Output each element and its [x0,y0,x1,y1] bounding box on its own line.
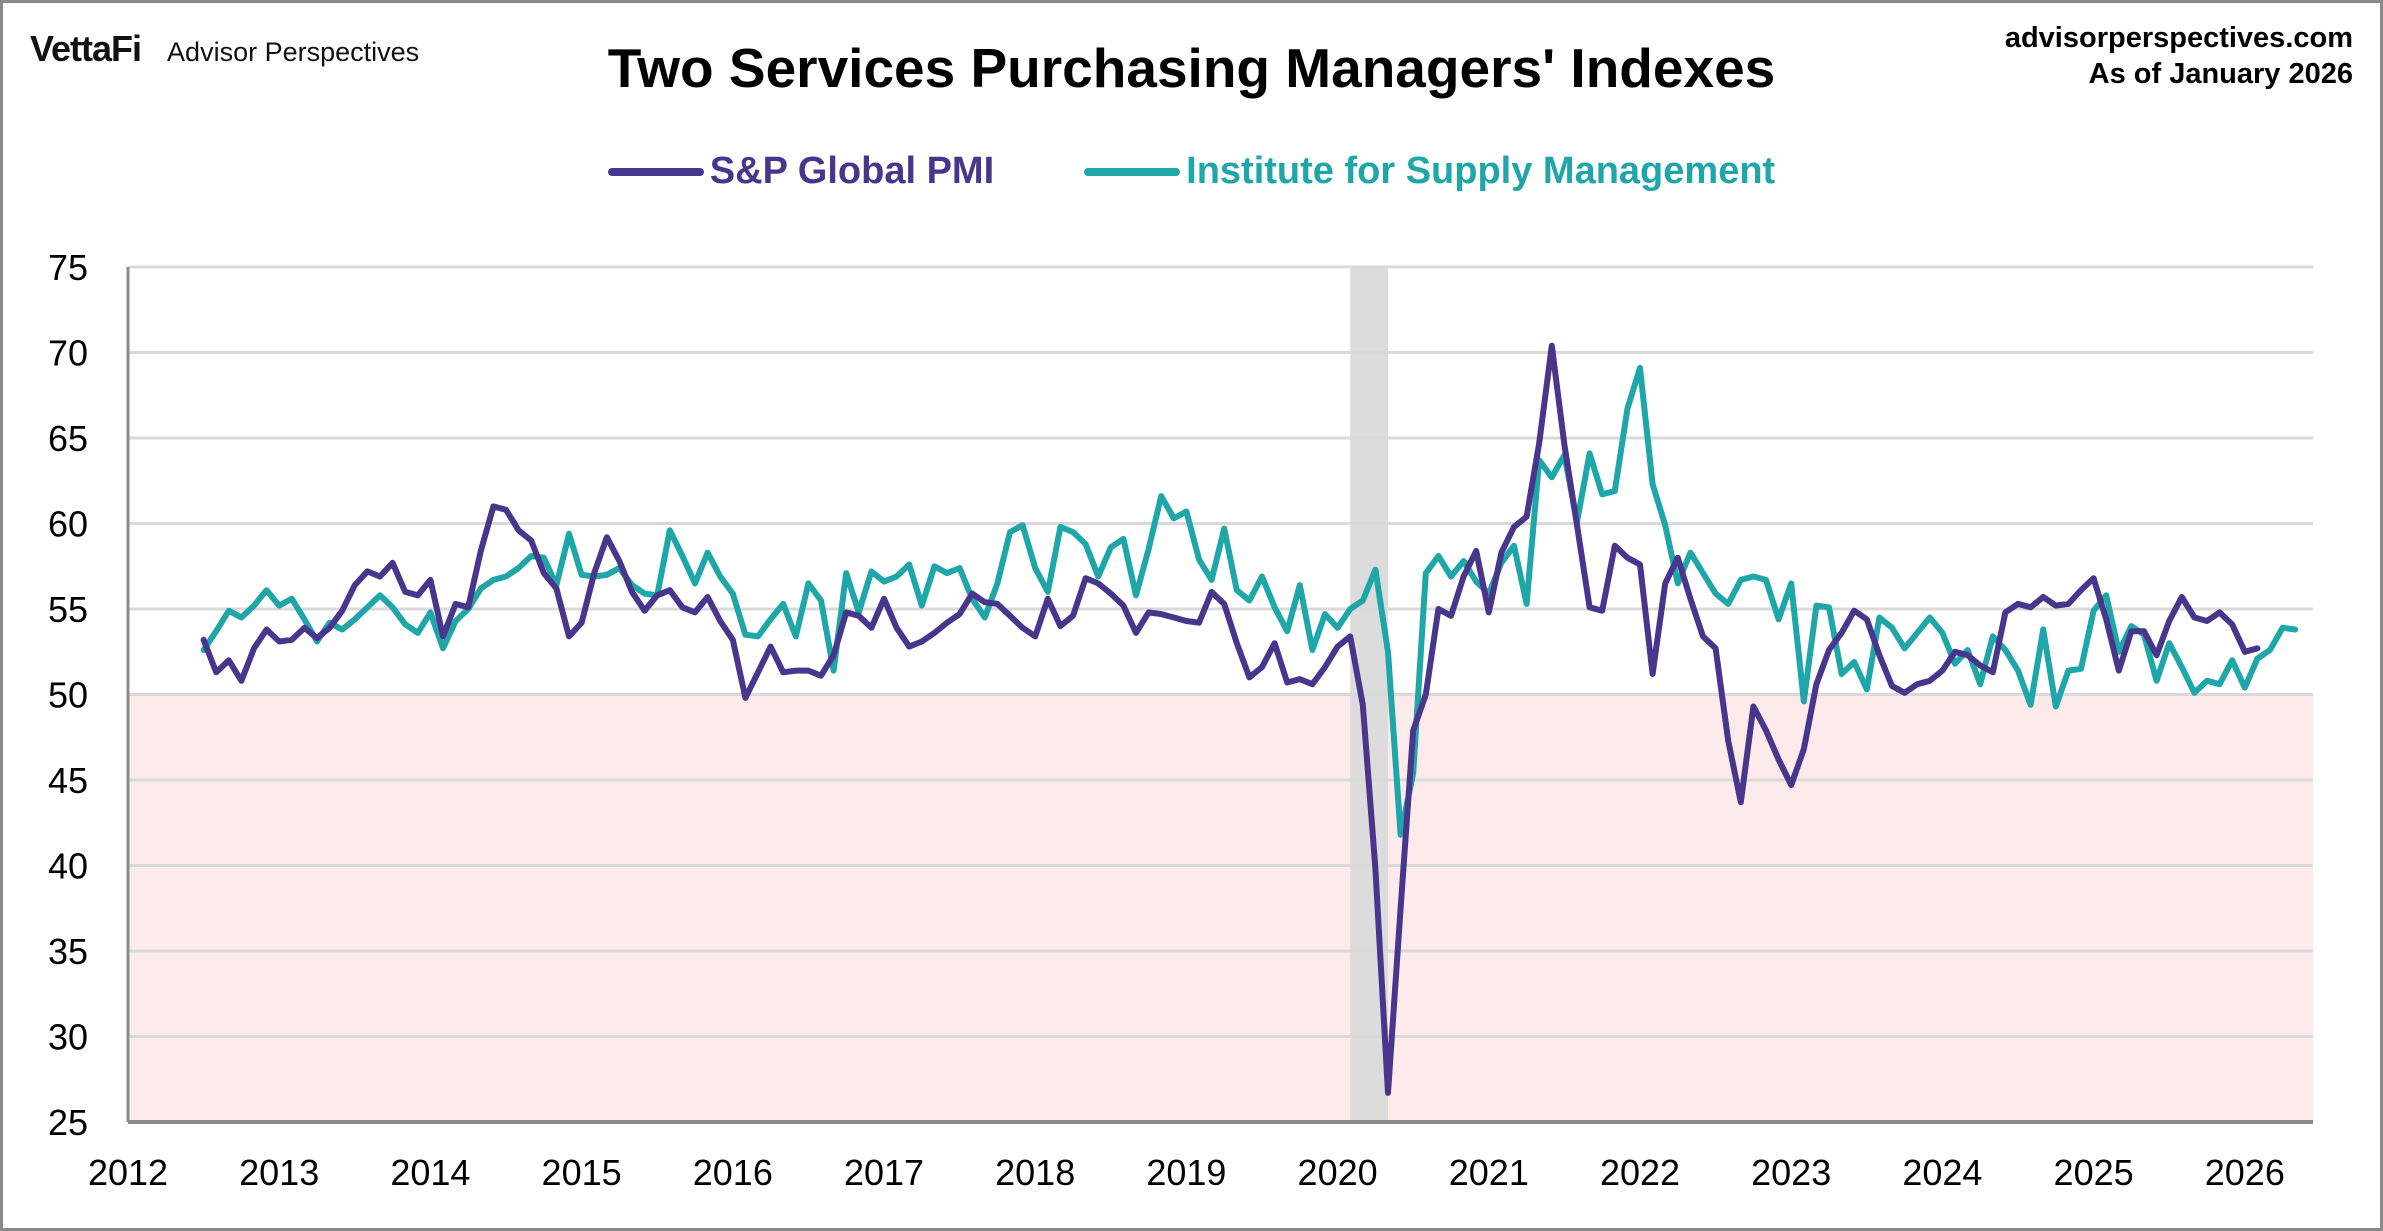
x-tick-label: 2017 [844,1152,924,1193]
y-tick-label: 30 [48,1017,88,1058]
x-tick-label: 2020 [1298,1152,1378,1193]
x-tick-label: 2015 [542,1152,622,1193]
y-tick-label: 55 [48,589,88,630]
source-url: advisorperspectives.com [2004,22,2353,54]
x-tick-label: 2019 [1146,1152,1226,1193]
x-tick-label: 2024 [1902,1152,1982,1193]
contraction-band [128,694,2313,1122]
y-tick-label: 75 [48,247,88,288]
x-tick-label: 2023 [1751,1152,1831,1193]
legend-swatch-ism [1084,167,1181,176]
x-tick-label: 2018 [995,1152,1075,1193]
chart-title: Two Services Purchasing Managers' Indexe… [607,37,1776,99]
x-tick-label: 2022 [1600,1152,1680,1193]
legend-item-sp-global: S&P Global PMI [607,150,995,193]
brand-name: Advisor Perspectives [167,37,420,67]
legend-label-ism: Institute for Supply Management [1186,150,1776,192]
x-tick-label: 2025 [2054,1152,2134,1193]
x-tick-label: 2026 [2205,1152,2285,1193]
series-line-sp-global [200,342,2261,1096]
x-tick-label: 2016 [693,1152,773,1193]
vettafi-logo: VettaFi [30,28,142,69]
as-of-date: As of January 2026 [2088,58,2353,90]
x-tick-label: 2014 [390,1152,470,1193]
x-tick-label: 2021 [1449,1152,1529,1193]
y-tick-label: 35 [48,931,88,972]
y-tick-label: 50 [48,675,88,716]
series-line-ism [200,364,2299,838]
legend-swatch-sp-global [607,167,704,176]
x-tick-label: 2012 [88,1152,168,1193]
y-tick-label: 45 [48,760,88,801]
source-block: advisorperspectives.com As of January 20… [2005,20,2353,92]
y-tick-label: 40 [48,846,88,887]
y-tick-label: 25 [48,1102,88,1143]
legend-item-ism: Institute for Supply Management [1084,150,1775,193]
legend: S&P Global PMI Institute for Supply Mana… [0,150,2383,193]
legend-label-sp-global: S&P Global PMI [709,150,995,192]
y-tick-label: 70 [48,333,88,374]
y-tick-label: 60 [48,504,88,545]
y-tick-label: 65 [48,418,88,459]
brand: VettaFi Advisor Perspectives [30,28,419,70]
x-tick-label: 2013 [239,1152,319,1193]
